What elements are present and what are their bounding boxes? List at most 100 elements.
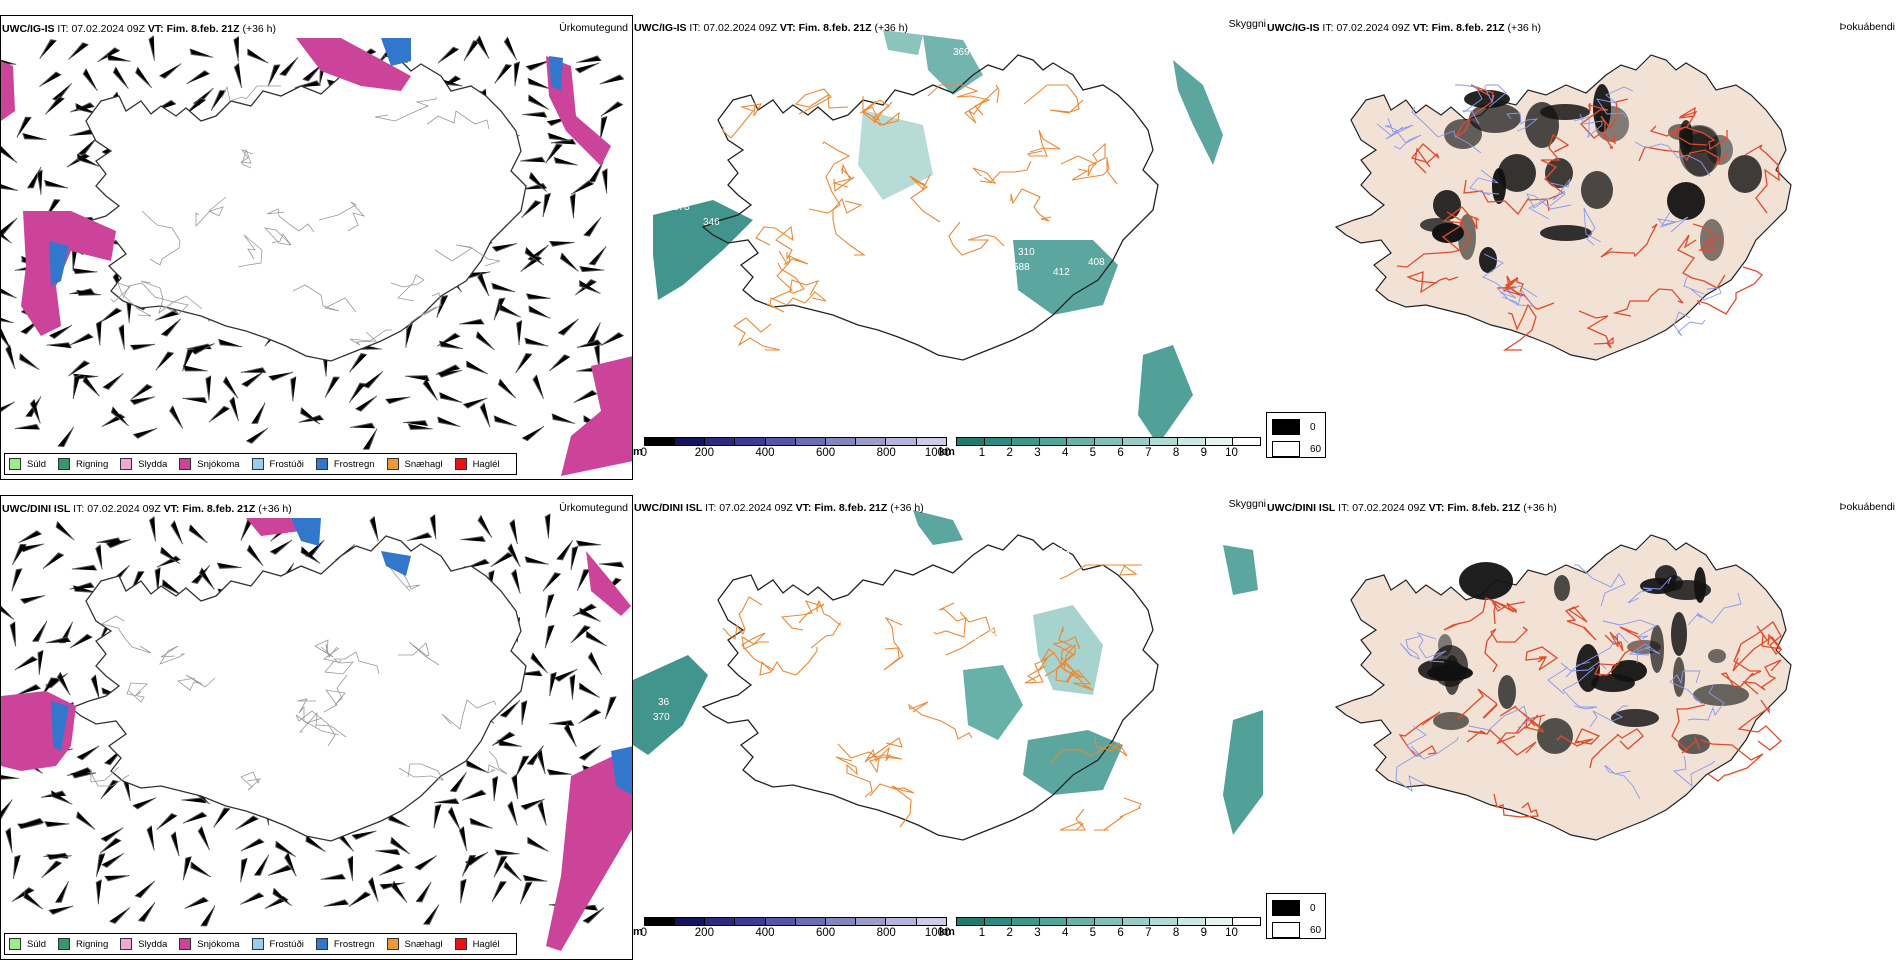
cloud-base-value: 413 [1053,547,1070,558]
legend-swatch [179,938,192,950]
tick-label: 8 [1172,927,1180,939]
legend-label: Slydda [138,458,168,470]
color-swatch [984,918,1013,925]
legend-item: Slydda [120,938,167,950]
tick-label: 600 [815,447,836,459]
legend-swatch [251,458,264,470]
color-swatch [886,918,917,925]
color-swatch [1150,918,1179,925]
legend-label: Haglél [472,938,500,950]
cloud-base-value: 443 [968,207,985,218]
cloudbase-swatches [643,437,947,446]
fog-swatch [1272,922,1300,938]
color-swatch [856,438,887,445]
snow-area [1,61,15,121]
tick-label: 800 [876,447,896,459]
color-swatch [735,438,766,445]
cloudbase-ticks: 0 200 400 600 800 1000 [640,446,951,460]
cloud-base-value: 369 [953,47,970,58]
tick-label: 0 [640,447,647,459]
visibility-swatches [955,437,1261,446]
legend-item: Frostregn [315,458,375,470]
tick-label: 1000 [924,927,951,939]
cloud-base-value: 22 [973,647,985,658]
fog-swatch [1272,419,1300,435]
snow-area [21,211,116,336]
color-swatch [1039,438,1068,445]
freezing-rain-area [49,241,69,286]
legend-label: Rigning [76,458,109,470]
color-swatch [1178,918,1206,925]
color-swatch [826,438,857,445]
tick-label: 9 [1200,927,1207,939]
color-swatch [1233,918,1260,925]
legend-item: Rigning [58,938,108,950]
legend-swatch [454,458,467,470]
visibility-colorbar: km 1 2 3 4 5 6 7 8 9 10 [939,917,1261,940]
cloudbase-colorbar: m 0 200 400 600 800 1000 [633,437,951,460]
visibility-unit: km [939,926,955,938]
cloud-base-value: 346 [703,217,720,228]
tick-label: 0 [640,927,647,939]
tick-label: 200 [694,927,714,939]
color-swatch [984,438,1013,445]
color-swatch [856,918,887,925]
iceland-precip-map [1,35,632,476]
tick-label: 2 [1006,927,1013,939]
visibility-swatches [955,917,1261,926]
cloud-base-value: 342 [988,182,1005,193]
panel-title: Þokuábendi [1839,501,1895,513]
color-swatch [1178,438,1206,445]
cloud-base-value: 36 [658,697,670,708]
tick-label: 10 [1225,447,1238,459]
color-swatch [1205,438,1234,445]
legend-swatch [251,938,264,950]
tick-label: 6 [1117,447,1124,459]
color-swatch [1150,438,1179,445]
map-header: UWC/DINI ISL IT: 07.02.2024 09Z VT: Fim.… [2,503,292,515]
visibility-unit: km [939,446,955,458]
legend-item: Súld [9,938,46,950]
legend-item: Frostregn [315,938,375,950]
tick-label: 400 [755,447,775,459]
legend-label: Snæhagl [404,458,443,470]
legend-item: Súld [9,458,46,470]
tick-label: 600 [815,927,836,939]
legend-swatch [58,938,71,950]
precip-type-map-bottom: UWC/DINI ISL IT: 07.02.2024 09Z VT: Fim.… [0,495,633,960]
visibility-ticks: 1 2 3 4 5 6 7 8 9 10 [956,926,1261,940]
fog-swatch [1272,900,1300,916]
cloud-base-value: 401 [1098,237,1115,248]
cloud-base-value: 374 [1098,717,1115,728]
color-swatch [1039,918,1068,925]
panel-title: Þokuábendi [1839,21,1895,33]
tick-label: 6 [1117,927,1124,939]
tick-label: 7 [1145,447,1152,459]
legend-swatch [120,938,133,950]
cloudbase-unit: m [633,446,643,458]
cloud-base-value: 412 [1053,267,1070,278]
legend-item: Slydda [120,458,167,470]
snow-area [546,56,611,166]
cloud-base-value: 408 [1088,257,1105,268]
fog-legend: 0 60 [1266,893,1326,939]
legend-label: Frostregn [333,938,375,950]
legend-item: Snæhagl [386,938,443,950]
map-header: UWC/DINI ISL IT: 07.02.2024 09Z VT: Fim.… [1267,502,1557,514]
color-swatch [1067,438,1096,445]
cloud-base-value: 310 [1018,247,1035,258]
visibility-colorbar: km 1 2 3 4 5 6 7 8 9 10 [939,437,1261,460]
color-swatch [735,918,766,925]
legend-label: Snjókoma [197,458,240,470]
cloud-base-value: 155 [963,632,980,643]
map-header: UWC/IG-IS IT: 07.02.2024 09Z VT: Fim. 8.… [634,22,909,34]
legend-label: Súld [27,938,47,950]
legend-label: Slydda [138,938,168,950]
legend-item: Frostúði [251,938,304,950]
legend-label: Snæhagl [404,938,443,950]
cloud-base-value: 393 [968,172,985,183]
iceland-precip-map [1,513,632,951]
color-swatch [1122,918,1151,925]
color-swatch [795,438,826,445]
